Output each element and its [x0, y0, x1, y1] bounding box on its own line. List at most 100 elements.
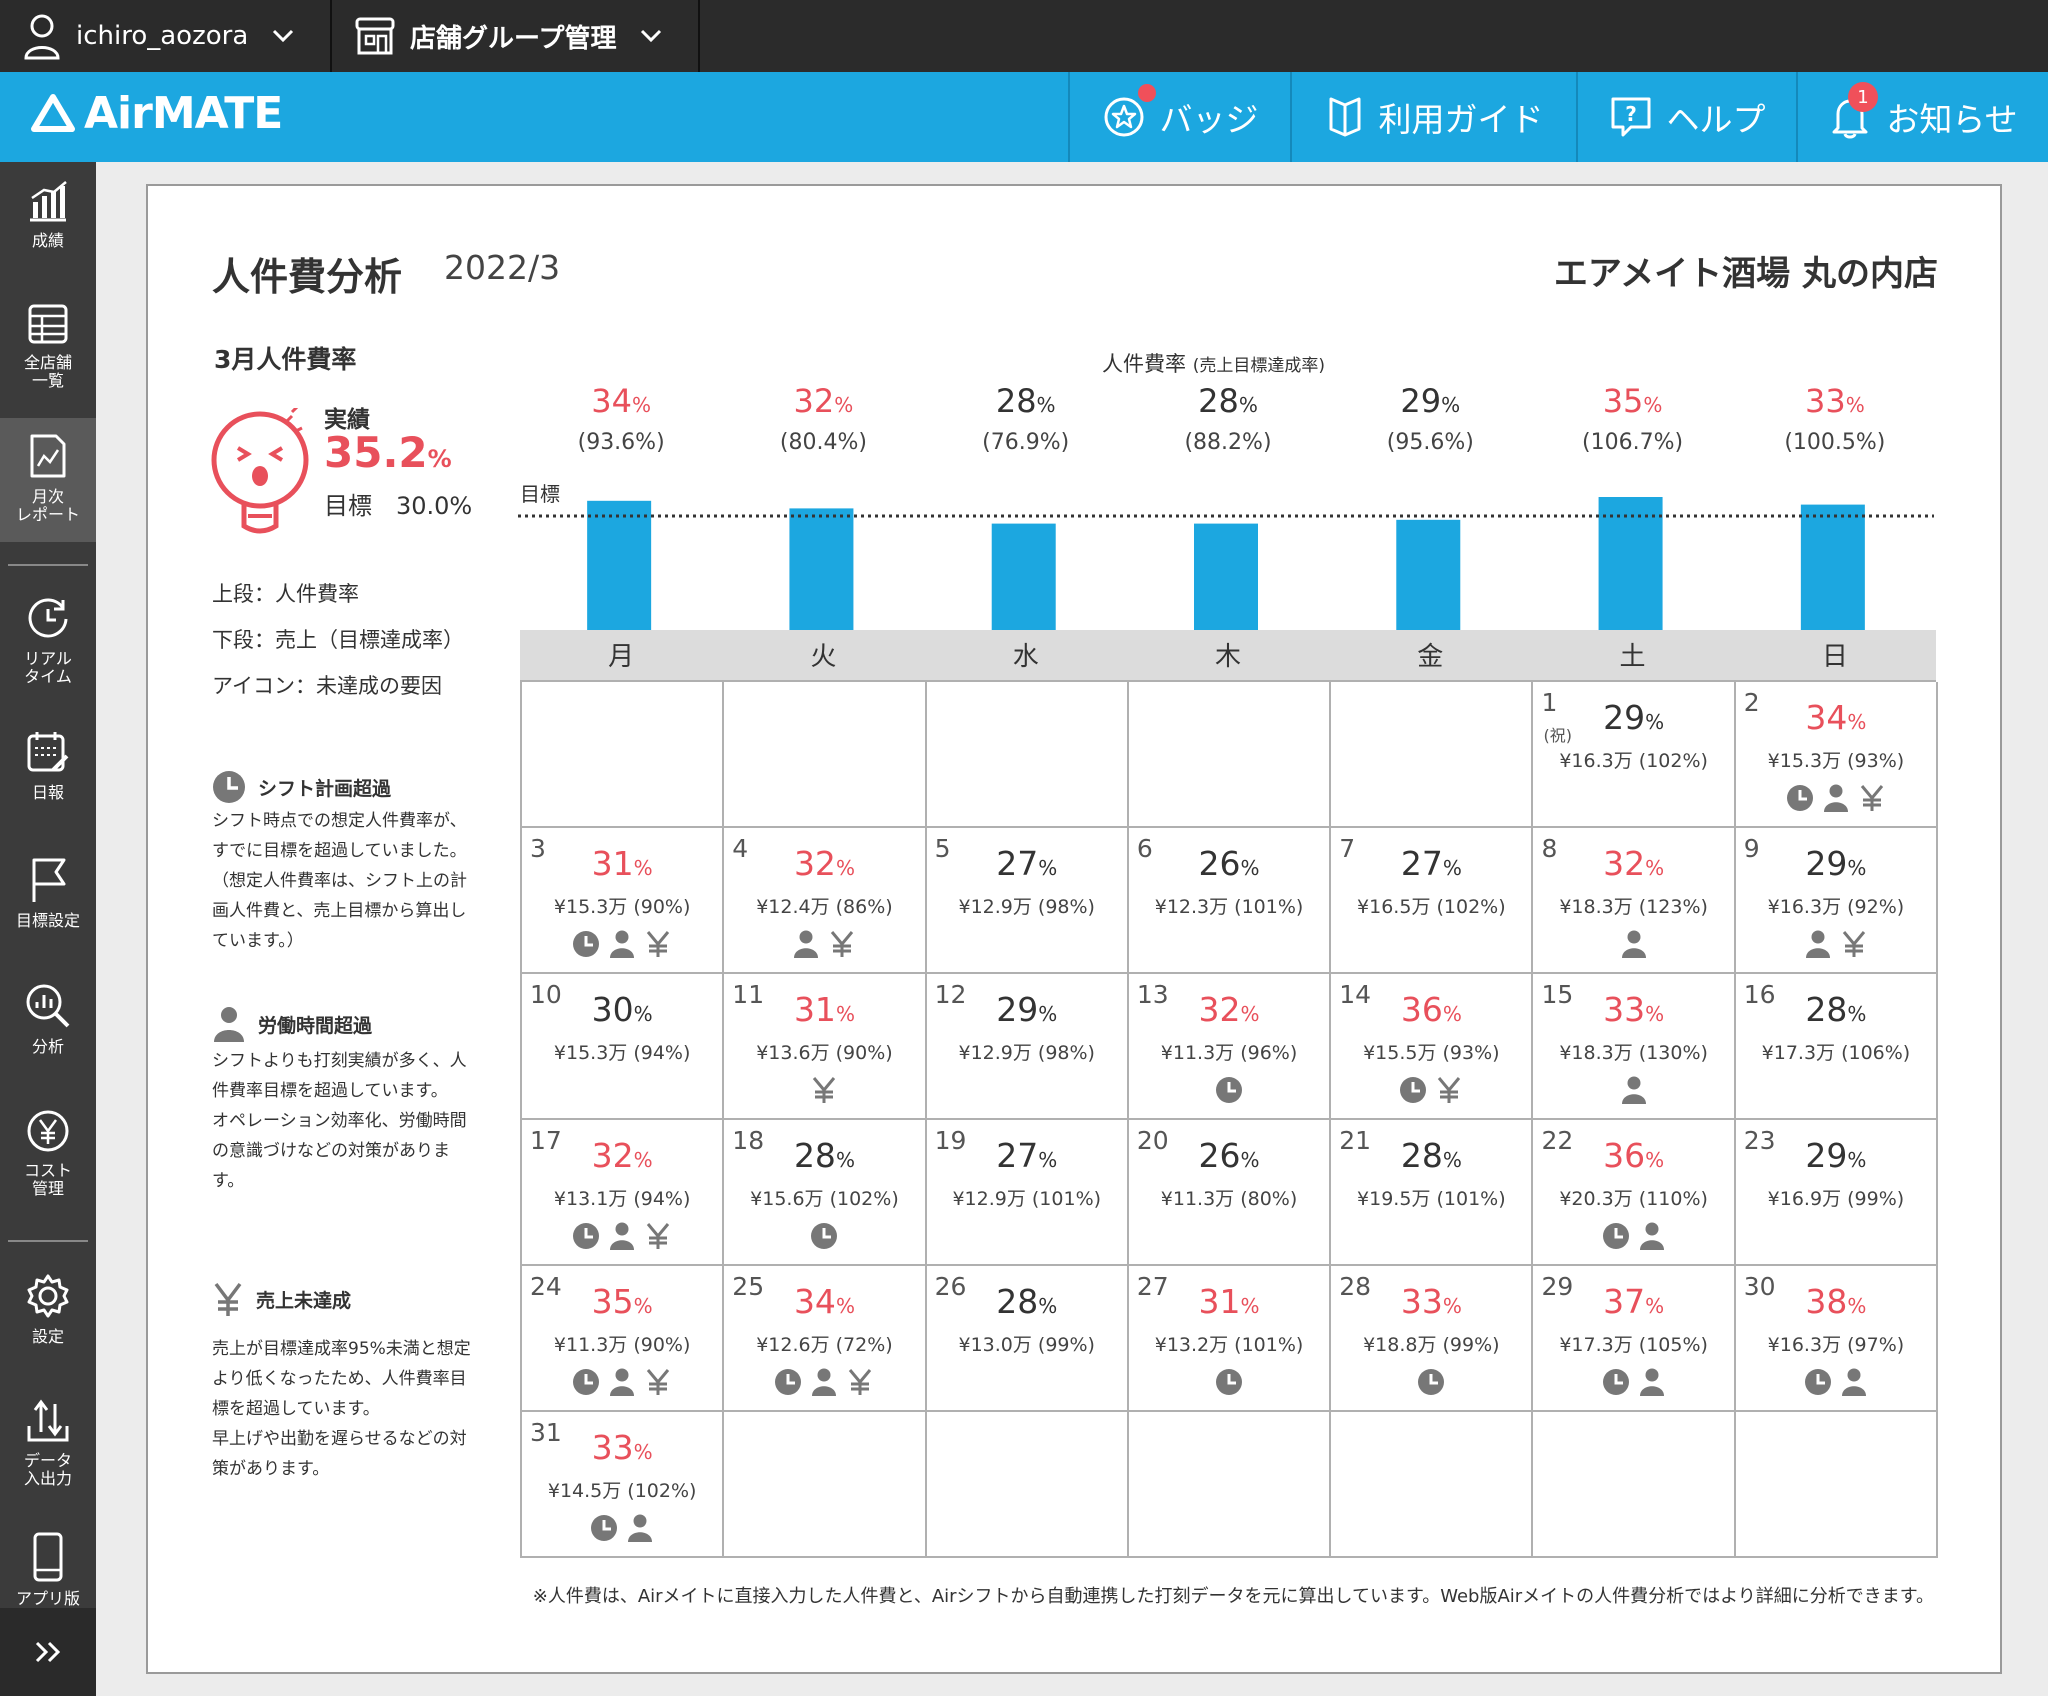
reason-title: 労働時間超過 — [258, 1014, 373, 1037]
person-icon — [1638, 1368, 1666, 1396]
day-number: 1 — [1541, 688, 1558, 717]
chart-bar — [1396, 519, 1461, 630]
sidebar-item-all-stores[interactable]: 全店舗 一覧 — [0, 302, 96, 390]
sales-achievement: ¥13.0万 (99%) — [958, 1334, 1095, 1356]
calendar-empty-cell — [522, 682, 725, 828]
app-logo[interactable]: AirMATE — [30, 88, 283, 139]
sidebar-collapse-button[interactable] — [0, 1608, 96, 1696]
sales-achievement: ¥20.3万 (110%) — [1559, 1188, 1708, 1210]
calendar-day-cell[interactable]: 13 32% ¥11.3万 (96%) — [1128, 974, 1332, 1120]
labor-cost-rate: 29% — [1603, 698, 1665, 737]
sidebar-item-cost-management[interactable]: コスト 管理 — [0, 1108, 96, 1198]
sidebar-label: データ 入出力 — [23, 1451, 72, 1488]
calendar-day-cell[interactable]: 25 34% ¥12.6万 (72%) — [724, 1266, 927, 1412]
calendar-empty-cell — [926, 1412, 1129, 1558]
clock-icon — [1602, 1368, 1630, 1396]
calendar-day-cell[interactable]: 24 35% ¥11.3万 (90%) — [522, 1266, 725, 1412]
yen-icon — [1435, 1076, 1463, 1104]
calendar-day-cell[interactable]: 31 33% ¥14.5万 (102%) — [522, 1412, 725, 1558]
store-group-menu[interactable]: 店舗グループ管理 — [332, 0, 700, 72]
calendar-day-cell[interactable]: 10 30% ¥15.3万 (94%) — [522, 974, 725, 1120]
calendar-day-cell[interactable]: 22 36% ¥20.3万 (110%) — [1533, 1120, 1736, 1266]
chart-sub-label: (88.2%) — [1184, 430, 1272, 455]
calendar-day-cell[interactable]: 15 33% ¥18.3万 (130%) — [1533, 974, 1736, 1120]
calendar-day-cell[interactable]: 6 26% ¥12.3万 (101%) — [1128, 828, 1332, 974]
labor-cost-rate: 31% — [793, 990, 855, 1029]
labor-cost-rate: 31% — [591, 844, 653, 883]
sidebar-item-analysis[interactable]: 分析 — [0, 982, 96, 1056]
sales-achievement: ¥14.5万 (102%) — [547, 1480, 697, 1502]
day-number: 24 — [530, 1272, 562, 1301]
calendar-day-cell[interactable]: 14 36% ¥15.5万 (93%) — [1331, 974, 1534, 1120]
sales-achievement: ¥11.3万 (96%) — [1160, 1042, 1298, 1064]
clock-icon — [590, 1514, 618, 1542]
person-icon — [1620, 1076, 1648, 1104]
notifications-button[interactable]: お知らせ 1 — [1796, 72, 2048, 162]
sidebar-item-daily-report[interactable]: 日報 — [0, 730, 96, 802]
calendar-day-cell[interactable]: 8 32% ¥18.3万 (123%) — [1533, 828, 1736, 974]
calendar-day-cell[interactable]: 19 27% ¥12.9万 (101%) — [926, 1120, 1129, 1266]
labor-cost-rate: 28% — [1400, 1136, 1462, 1175]
calendar-day-cell[interactable]: 23 29% ¥16.9万 (99%) — [1735, 1120, 1939, 1266]
table-icon — [28, 304, 68, 344]
calendar-day-cell[interactable]: 11 31% ¥13.6万 (90%) — [724, 974, 927, 1120]
day-number: 4 — [732, 834, 749, 863]
sales-achievement: ¥11.3万 (80%) — [1160, 1188, 1298, 1210]
user-menu[interactable]: ichiro_aozora — [0, 0, 332, 72]
labor-cost-bar-chart — [518, 497, 1934, 630]
sales-achievement: ¥15.5万 (93%) — [1363, 1042, 1500, 1064]
calendar-day-cell[interactable]: 18 28% ¥15.6万 (102%) — [724, 1120, 927, 1266]
calendar-day-cell[interactable]: 16 28% ¥17.3万 (106%) — [1735, 974, 1939, 1120]
sidebar-item-goal-setting[interactable]: 目標設定 — [0, 856, 96, 930]
labor-cost-rate: 30% — [591, 990, 653, 1029]
calendar-day-cell[interactable]: 5 27% ¥12.9万 (98%) — [926, 828, 1129, 974]
weekday-header: 木 — [1214, 642, 1241, 672]
calendar-day-cell[interactable]: 21 28% ¥19.5万 (101%) — [1331, 1120, 1534, 1266]
weekday-header: 火 — [810, 642, 837, 672]
calendar-day-cell[interactable]: 17 32% ¥13.1万 (94%) — [522, 1120, 725, 1266]
cause-icons — [1533, 1222, 1733, 1250]
labor-cost-rate: 29% — [996, 990, 1058, 1029]
sidebar-item-settings[interactable]: 設定 — [0, 1272, 96, 1346]
sidebar-item-data-io[interactable]: データ 入出力 — [0, 1398, 96, 1488]
person-icon — [1840, 1368, 1868, 1396]
sidebar-label: 日報 — [31, 783, 64, 802]
badge-button[interactable]: バッジ — [1068, 72, 1290, 162]
calendar-day-cell[interactable]: 27 31% ¥13.2万 (101%) — [1128, 1266, 1332, 1412]
calendar-day-cell[interactable]: 4 32% ¥12.4万 (86%) — [724, 828, 927, 974]
yen-icon — [1840, 930, 1868, 958]
day-number: 12 — [934, 980, 967, 1009]
chart-value-label: 29% — [1400, 382, 1461, 420]
calendar-day-cell[interactable]: 3 31% ¥15.3万 (90%) — [522, 828, 725, 974]
actual-label: 実績 — [324, 407, 370, 433]
day-number: 18 — [732, 1126, 765, 1155]
cause-icons — [1736, 930, 1936, 958]
sidebar-item-monthly-report[interactable]: 月次 レポート — [0, 418, 96, 542]
calendar-day-cell[interactable]: 30 38% ¥16.3万 (97%) — [1735, 1266, 1939, 1412]
sidebar-item-app-version[interactable]: アプリ版 — [0, 1532, 96, 1608]
calendar-day-cell[interactable]: 26 28% ¥13.0万 (99%) — [926, 1266, 1129, 1412]
calendar-empty-cell — [1735, 1412, 1939, 1558]
calendar-day-cell[interactable]: 2 34% ¥15.3万 (93%) — [1735, 682, 1939, 828]
sidebar-item-realtime[interactable]: リアル タイム — [0, 596, 96, 686]
store-group-label: 店舗グループ管理 — [410, 23, 617, 54]
guide-button[interactable]: 利用ガイド — [1290, 72, 1576, 162]
labor-cost-rate: 37% — [1603, 1282, 1665, 1321]
sales-achievement: ¥11.3万 (90%) — [553, 1334, 691, 1356]
calendar-day-cell[interactable]: 7 27% ¥16.5万 (102%) — [1331, 828, 1534, 974]
day-number: 5 — [934, 834, 951, 863]
calendar-day-cell[interactable]: 12 29% ¥12.9万 (98%) — [926, 974, 1129, 1120]
calendar-day-cell[interactable]: 9 29% ¥16.3万 (92%) — [1735, 828, 1939, 974]
calendar-day-cell[interactable]: 1 (祝) 29% ¥16.3万 (102%) — [1533, 682, 1736, 828]
help-button[interactable]: ? ヘルプ — [1576, 72, 1796, 162]
day-number: 2 — [1743, 688, 1760, 717]
calendar-day-cell[interactable]: 29 37% ¥17.3万 (105%) — [1533, 1266, 1736, 1412]
sidebar-item-performance[interactable]: 成績 — [0, 180, 96, 250]
chart-value-label: 33% — [1804, 382, 1865, 420]
calendar-empty-cell — [926, 682, 1129, 828]
chart-bar — [991, 523, 1056, 630]
sales-achievement: ¥19.5万 (101%) — [1357, 1188, 1506, 1210]
reason-sales-unachieved: 売上未達成 — [212, 1282, 351, 1316]
calendar-day-cell[interactable]: 20 26% ¥11.3万 (80%) — [1128, 1120, 1332, 1266]
calendar-day-cell[interactable]: 28 33% ¥18.8万 (99%) — [1331, 1266, 1534, 1412]
